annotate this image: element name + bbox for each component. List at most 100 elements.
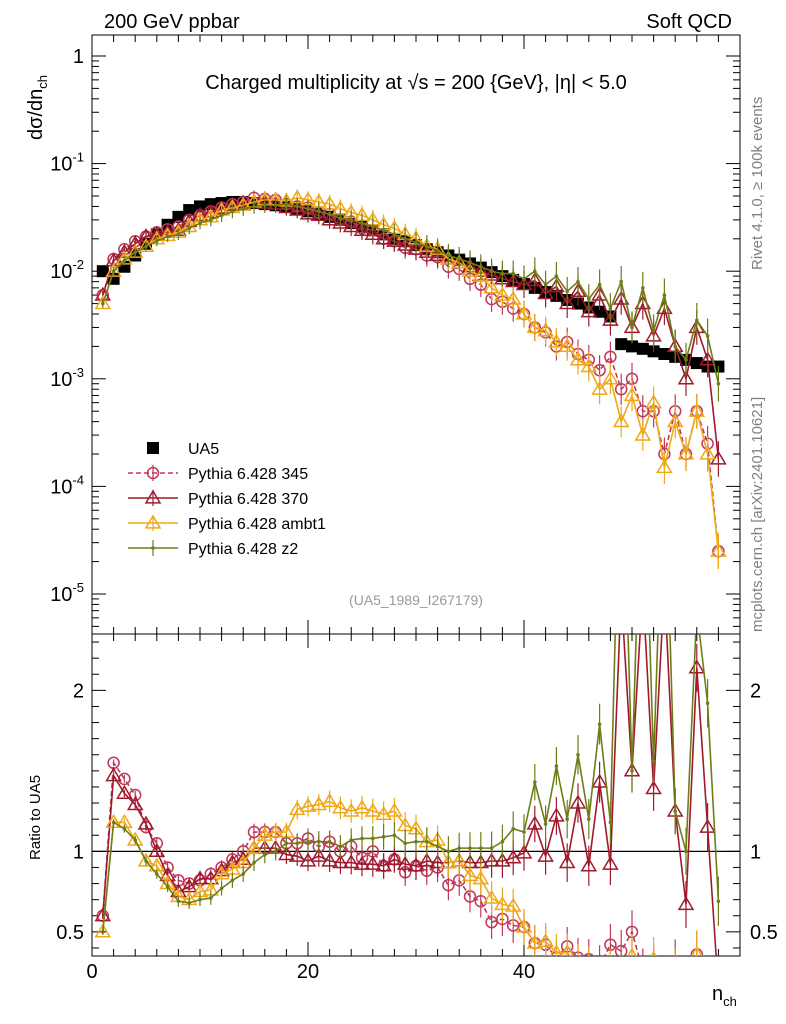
ratio-point-ambt1 [560,944,575,956]
ratio-point-ambt1 [690,945,703,956]
point-p370 [580,303,598,318]
ratio-point-p370 [321,852,338,867]
point-z2 [187,226,191,231]
point-z2 [425,244,429,249]
point-ambt1 [591,380,608,395]
point-z2 [252,204,256,209]
ratio-point-ambt1 [332,799,349,814]
point-ambt1 [699,445,716,460]
ratio-point-ambt1 [461,867,479,882]
ratio-point-z2 [165,884,170,889]
ratio-point-p370 [515,844,533,859]
point-z2 [111,269,116,274]
point-z2 [446,253,451,258]
ratio-point-z2 [349,838,354,842]
point-ambt1 [537,322,554,337]
ratio-point-p345 [442,878,455,892]
ratio-point-p370 [332,854,349,869]
ratio-point-ambt1 [299,797,317,812]
legend-label: Pythia 6.428 345 [188,466,308,483]
point-ambt1 [515,305,533,320]
point-z2 [554,274,559,278]
ratio-point-ambt1 [94,923,112,938]
point-z2 [651,328,656,333]
point-z2 [349,218,354,222]
ratio-point-ambt1 [537,933,554,948]
legend-marker [151,546,155,550]
ratio-point-ambt1 [256,826,274,841]
legend-label: Pythia 6.428 z2 [188,541,298,558]
ratio-point-p370 [591,773,608,788]
point-z2 [155,239,159,244]
point-p370 [526,271,544,287]
svg-text:nch: nch [712,983,737,1009]
point-p370 [288,201,306,216]
legend-marker [147,442,159,454]
ratio-point-ambt1 [126,831,144,846]
point-p370 [386,232,403,247]
ua5-data-point [658,348,671,361]
ratio-y-tick-label: 0.5 [750,922,778,944]
point-z2 [122,258,127,263]
ratio-point-z2 [111,820,116,825]
point-z2 [630,325,634,330]
legend-marker [144,489,162,504]
point-z2 [360,221,364,225]
rivet-version-label: Rivet 4.1.0, ≥ 100k events [749,97,766,270]
ua5-data-point [626,340,638,353]
point-z2 [306,207,310,211]
y-tick-label: 10-2 [50,257,84,283]
mcplots-label: mcplots.cern.ch [arXiv:2401.10621] [749,397,766,632]
point-z2 [587,297,591,301]
point-z2 [392,232,397,237]
legend-label: Pythia 6.428 370 [188,491,308,508]
point-z2 [403,237,408,241]
ratio-point-z2 [500,839,505,844]
ratio-line-p370 [102,634,717,956]
ratio-point-z2 [435,844,440,849]
point-p370 [332,214,349,229]
ratio-point-z2 [630,769,634,773]
ratio-point-z2 [705,701,710,706]
point-z2 [716,381,721,386]
ua5-data-point [96,265,109,278]
ratio-point-ambt1 [526,934,544,949]
ratio-point-z2 [479,846,483,850]
ratio-point-ambt1 [342,802,360,817]
ratio-point-z2 [608,820,613,825]
point-z2 [641,286,645,290]
ratio-point-z2 [219,886,224,891]
ratio-point-p370 [657,579,671,591]
ratio-point-ambt1 [450,852,468,867]
x-tick-label: 40 [513,961,535,983]
ratio-point-ambt1 [593,975,607,987]
point-z2 [381,228,386,233]
ratio-line-p345 [102,760,699,956]
ratio-point-z2 [371,836,375,841]
ratio-point-ambt1 [515,918,533,933]
point-z2 [468,260,472,265]
ratio-point-p370 [483,852,500,867]
point-z2 [522,276,526,281]
point-z2 [198,221,202,225]
ratio-point-z2 [587,817,591,821]
ua5-data-point [194,200,206,213]
ratio-point-ambt1 [310,796,328,811]
point-ambt1 [612,413,630,428]
point-z2 [273,203,278,208]
point-ambt1 [472,267,490,282]
ratio-point-p370 [526,815,544,830]
ratio-point-p370 [396,855,414,870]
ratio-point-ambt1 [494,896,511,911]
ratio-point-z2 [511,827,515,831]
ratio-point-p370 [558,854,576,869]
ratio-point-ambt1 [549,944,564,956]
point-p370 [548,278,565,293]
point-z2 [565,289,569,294]
point-z2 [327,212,332,216]
ratio-point-z2 [425,839,429,844]
ratio-point-z2 [576,752,580,757]
point-p370 [677,370,695,385]
ratio-point-z2 [155,872,159,876]
point-z2 [511,271,515,276]
